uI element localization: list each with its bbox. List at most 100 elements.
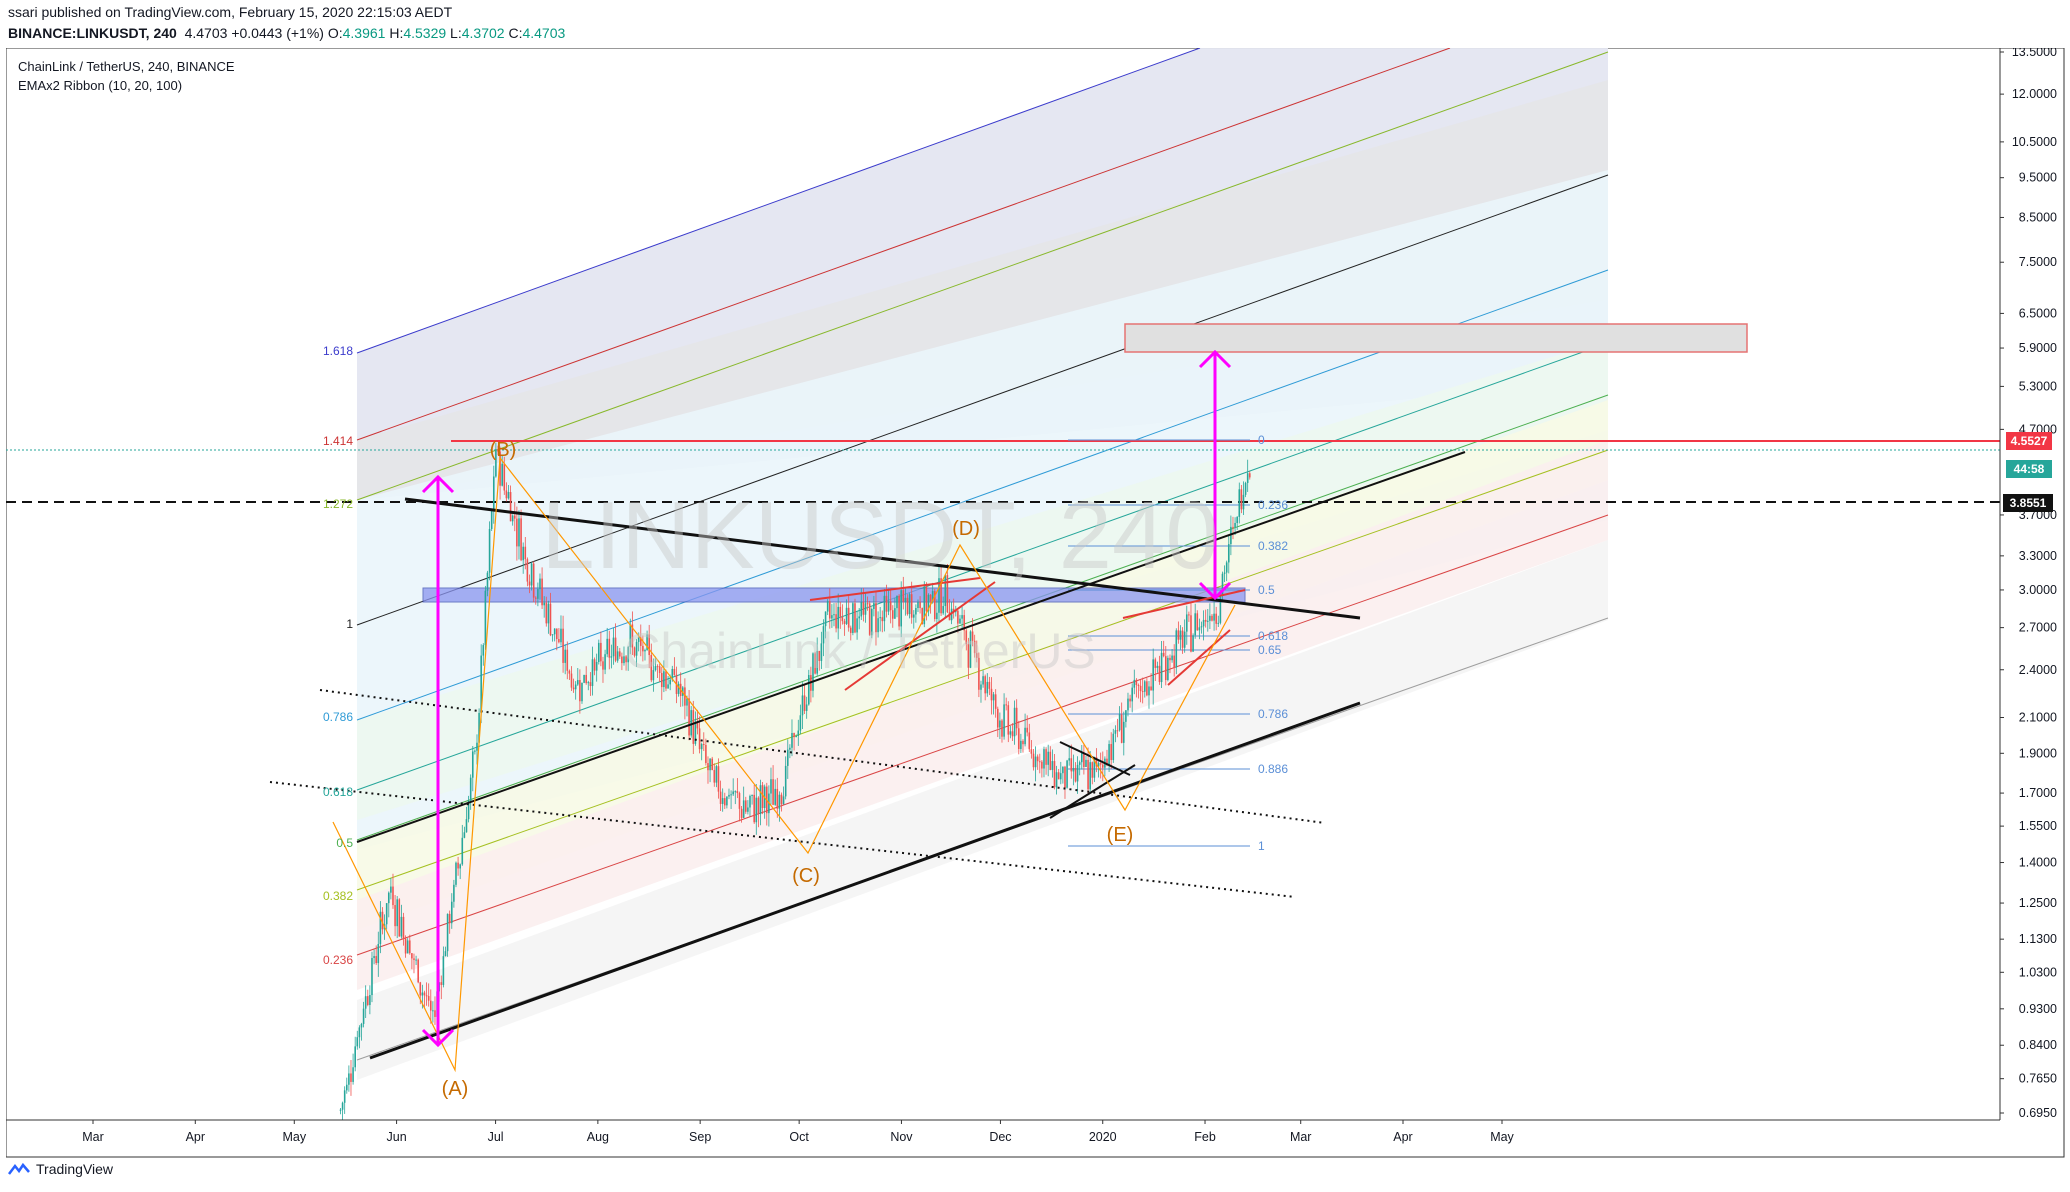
footer-brand[interactable]: TradingView xyxy=(8,1161,113,1177)
candle-body xyxy=(799,715,802,731)
price-tick-label: 7.5000 xyxy=(2019,255,2057,269)
candle-body xyxy=(818,650,821,661)
candle-body xyxy=(965,630,968,645)
candle-body xyxy=(366,996,369,1005)
time-tick-label: 2020 xyxy=(1089,1130,1117,1144)
price-tick-label: 0.6950 xyxy=(2019,1106,2057,1120)
candle-body xyxy=(1099,763,1102,765)
time-tick-label: Sep xyxy=(689,1130,711,1144)
candle-body xyxy=(545,602,548,624)
candle-body xyxy=(677,683,680,694)
candle-body xyxy=(505,490,508,499)
candle-body xyxy=(637,637,640,642)
candle-body xyxy=(476,742,478,751)
wave-label-c: (C) xyxy=(792,865,820,887)
candle-body xyxy=(1015,707,1018,729)
candle-body xyxy=(537,589,539,599)
candle-body xyxy=(1110,744,1112,761)
fib-ret-label-5: 0.5 xyxy=(1258,583,1275,597)
candle-body xyxy=(1133,679,1136,688)
price-tick-label: 5.3000 xyxy=(2019,379,2057,393)
time-tick-label: May xyxy=(1490,1130,1514,1144)
candle-body xyxy=(497,449,499,452)
candle-body xyxy=(969,631,972,668)
candle-body xyxy=(759,785,762,815)
candle-body xyxy=(978,657,980,690)
candle-body xyxy=(1158,665,1161,683)
dotted-line-1[interactable] xyxy=(319,689,1326,824)
time-tick-label: Jul xyxy=(488,1130,504,1144)
triangle-line-b[interactable] xyxy=(1059,741,1131,776)
triangle-line-a[interactable] xyxy=(1049,764,1136,819)
candle-body xyxy=(738,793,741,809)
candle-body xyxy=(402,916,405,939)
publish-info: ssari published on TradingView.com, Febr… xyxy=(8,4,453,20)
candle-body xyxy=(881,617,884,622)
wedge-line-top[interactable] xyxy=(809,577,981,601)
price-axis[interactable]: 13.5000 12.0000 10.5000 9.5000 8.5000 7.5000 6… xyxy=(2000,48,2057,1120)
candle-body xyxy=(728,794,730,797)
candle-body xyxy=(1236,516,1238,523)
descending-trendline[interactable] xyxy=(404,497,1361,620)
dotted-line-2[interactable] xyxy=(269,781,1296,898)
candle-body xyxy=(1125,710,1127,722)
candle-body xyxy=(400,916,403,937)
candle-body xyxy=(1112,733,1115,761)
candle-body xyxy=(1215,613,1217,624)
candle-body xyxy=(690,710,692,736)
candle-body xyxy=(1200,626,1203,628)
candle-body xyxy=(797,730,800,736)
time-tick-label: Dec xyxy=(989,1130,1011,1144)
candle-body xyxy=(789,747,791,750)
dashed-level-tag xyxy=(2003,494,2053,512)
candle-body xyxy=(732,791,734,795)
candle-body xyxy=(791,733,793,748)
candle-body xyxy=(635,641,638,656)
candle-body xyxy=(450,901,453,924)
wave-label-a: (A) xyxy=(442,1078,469,1100)
small-wedge-top[interactable] xyxy=(1122,589,1246,619)
magenta-arrow-left[interactable] xyxy=(421,474,455,1048)
candle-body xyxy=(1225,562,1228,573)
upper-channel-line[interactable] xyxy=(356,451,1466,843)
candle-body xyxy=(971,631,974,641)
indicator-legend[interactable]: EMAx2 Ribbon (10, 20, 100) xyxy=(18,78,183,93)
time-axis[interactable]: Mar Apr May Jun Jul Aug Sep Oct Nov Dec 2020 Feb Mar… xyxy=(82,1120,1515,1144)
candle-body xyxy=(1141,691,1144,693)
high-label: H: xyxy=(389,25,404,41)
target-zone[interactable] xyxy=(1124,323,1748,353)
candle-body xyxy=(686,698,688,706)
elliott-zigzag xyxy=(332,456,1236,1073)
candle-body xyxy=(600,642,602,662)
support-zone[interactable] xyxy=(422,587,1246,603)
candle-body xyxy=(621,656,623,664)
candle-body xyxy=(835,614,837,629)
candle-body xyxy=(339,1109,342,1111)
wedge-line-bottom[interactable] xyxy=(844,581,996,691)
candle-body xyxy=(996,708,999,728)
candle-body xyxy=(709,758,711,771)
candle-body xyxy=(633,647,636,656)
candle-body xyxy=(541,578,543,606)
candle-body xyxy=(356,1037,359,1047)
candlestick-series xyxy=(339,442,1251,1120)
candle-body xyxy=(692,710,695,744)
candle-body xyxy=(814,653,816,674)
candle-body xyxy=(891,610,894,619)
lower-channel-line[interactable] xyxy=(369,701,1361,1060)
price-chart[interactable]: LINKUSDT, 240 ChainLink / TetherUS 1.618… xyxy=(6,48,2066,1160)
candle-body xyxy=(343,1090,346,1103)
candle-body xyxy=(975,653,978,658)
candle-body xyxy=(377,943,380,964)
candle-body xyxy=(478,712,480,743)
candle-body xyxy=(1059,773,1062,780)
candle-body xyxy=(1114,730,1117,734)
candle-body xyxy=(625,656,627,663)
candle-body xyxy=(488,528,491,573)
small-wedge-bottom[interactable] xyxy=(1167,629,1231,686)
magenta-arrow-right[interactable] xyxy=(1198,349,1232,601)
candle-body xyxy=(591,659,594,687)
fib-band-0 xyxy=(357,540,1608,1080)
candle-body xyxy=(1003,704,1005,737)
candle-body xyxy=(931,591,934,602)
